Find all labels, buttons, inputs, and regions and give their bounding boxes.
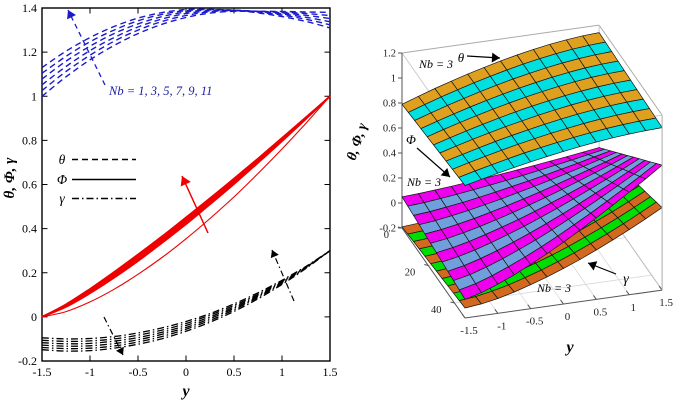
z-axis: 1.2 1 0.8 0.6 0.4 0.2 0 -0.2 — [379, 49, 403, 235]
t-tick-label: 0 — [384, 230, 389, 241]
z-tick-label: 0.2 — [383, 174, 396, 185]
phi-curve — [41, 95, 331, 318]
nb3-annotation-bottom: Nb = 3 — [536, 281, 571, 295]
y-tick-label-3d: 0 — [565, 311, 571, 323]
direction-arrows — [67, 9, 295, 356]
gamma-direction-arrow-right-line — [271, 249, 295, 302]
gamma-direction-arrow-right-head — [270, 250, 279, 259]
x-tick-label: 0.5 — [227, 365, 242, 379]
gamma-curve — [41, 250, 331, 350]
gamma-curves — [41, 250, 331, 352]
y-axis-3d: -1.5 -1 -0.5 0 0.5 1 1.5 — [460, 285, 673, 337]
x-axis-label-2d: y — [180, 383, 190, 400]
y-tick-label-3d: 1.5 — [659, 297, 673, 309]
t-tick-label: 40 — [431, 305, 442, 316]
y-tick-label: 0.4 — [22, 222, 37, 236]
gamma-curve — [41, 250, 331, 340]
y-tick-label: 1.2 — [22, 45, 37, 59]
nb3-annotation-mid: Nb = 3 — [406, 175, 441, 189]
phi-surface-label: Φ — [406, 132, 416, 147]
2d-line-plot: -1.5 -1 -0.5 0 0.5 1 1.5 -0.2 0 0.2 0.4 0.6 0.8 1 1.2 1… — [18, 1, 338, 379]
z-tick-label: 0.8 — [383, 99, 396, 110]
z-tick-label: -0.2 — [379, 224, 396, 235]
theta-curve — [41, 8, 331, 69]
z-tick-label: 0.4 — [383, 149, 397, 160]
x-tick-label: 0 — [183, 365, 189, 379]
y-tick-label-3d: 0.5 — [594, 306, 608, 318]
phi-curve — [41, 95, 331, 318]
y-tick-label-3d: -1 — [497, 320, 506, 332]
theta-direction-arrow-head — [67, 10, 76, 20]
gamma-curve — [41, 250, 331, 347]
legend-phi-label: Φ — [57, 172, 67, 187]
gamma-surface-label: γ — [623, 272, 629, 287]
x-tick-label: -1.5 — [33, 365, 52, 379]
nb-annotation-2d: Nb = 1, 3, 5, 7, 9, 11 — [108, 84, 212, 98]
y-tick-label: -0.2 — [18, 354, 37, 368]
y-tick-label: 0.8 — [22, 133, 37, 147]
z-tick-label: 1 — [391, 74, 396, 85]
y-tick-label: 0.6 — [22, 178, 37, 192]
y-tick-label-3d: 1 — [631, 302, 637, 314]
y-tick-label: 0.2 — [22, 266, 37, 280]
legend-theta-label: θ — [59, 152, 66, 167]
x-axis-label-3d: y — [564, 339, 574, 356]
gamma-curve — [41, 250, 331, 343]
t-tick-label: 20 — [405, 268, 416, 279]
x-tick-label: 1.5 — [323, 365, 338, 379]
theta-direction-arrow-line — [67, 9, 106, 86]
y-tick-label: 0 — [31, 310, 37, 324]
x-tick-label: -1 — [85, 365, 95, 379]
y-tick-label-3d: -1.5 — [460, 325, 478, 337]
y-tick-label: 1 — [31, 89, 37, 103]
phi-label-arrow-head — [440, 168, 450, 177]
phi-curves — [41, 95, 331, 318]
nb3-annotation-top: Nb = 3 — [418, 57, 453, 71]
y-tick-label-3d: -0.5 — [526, 316, 544, 328]
theta-curves — [41, 8, 331, 97]
surface-annotation-arrows — [416, 52, 617, 275]
gamma-label-arrow-head — [588, 261, 598, 271]
theta-curve — [41, 10, 331, 92]
t-axis: 0 20 40 — [384, 226, 466, 319]
z-tick-label: 0 — [391, 199, 396, 210]
theta-surface-label: θ — [458, 50, 465, 65]
legend — [72, 158, 136, 200]
y-tick-label: 1.4 — [22, 1, 37, 15]
phi-direction-arrow-line — [181, 175, 209, 234]
theta-curve — [41, 9, 331, 80]
axis-ticks: -1.5 -1 -0.5 0 0.5 1 1.5 -0.2 0 0.2 0.4 0.6 0.8 1 1.2 1… — [18, 1, 338, 379]
y-axis-label-2d: θ, Φ, γ — [2, 157, 18, 199]
phi-direction-arrow-head — [180, 176, 191, 187]
x-tick-label: 1 — [279, 365, 285, 379]
z-tick-label: 1.2 — [383, 49, 396, 60]
theta-surface — [401, 32, 663, 186]
phi-surface — [401, 147, 663, 300]
gamma-direction-arrow-left-head — [116, 346, 124, 355]
theta-label-arrow-head — [491, 52, 500, 63]
gamma-curve — [41, 250, 331, 352]
z-axis-label-3d: θ, Φ, γ — [345, 121, 371, 162]
legend-gamma-label: γ — [59, 191, 65, 206]
z-tick-label: 0.6 — [383, 124, 396, 135]
x-tick-label: -0.5 — [129, 365, 148, 379]
theta-curve — [41, 9, 331, 86]
theta-curve — [41, 8, 331, 74]
